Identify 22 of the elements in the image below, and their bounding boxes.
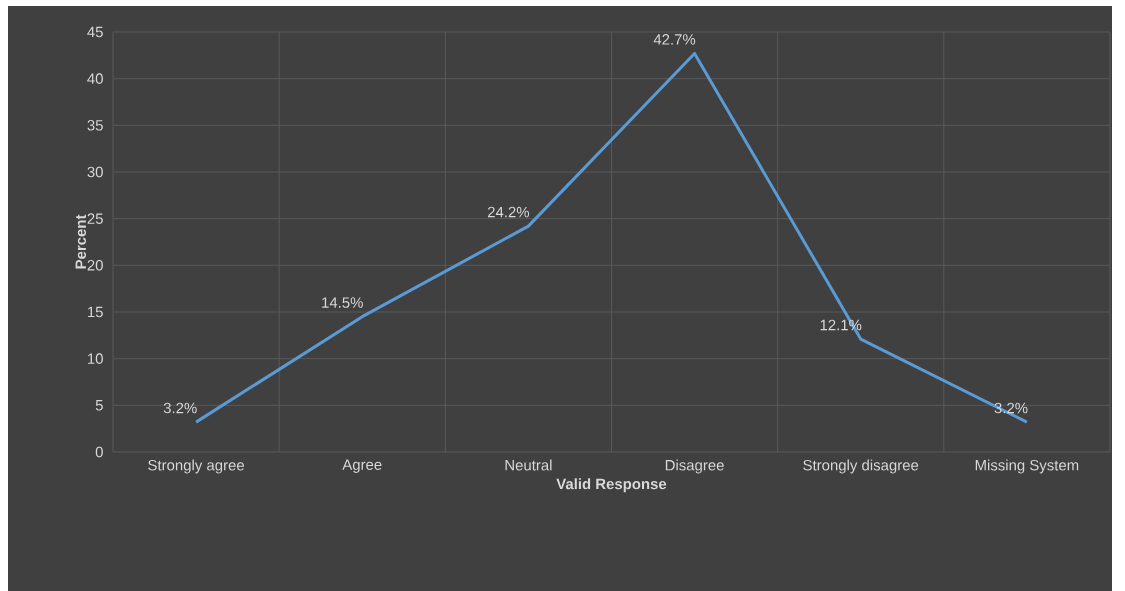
y-tick-label: 40 [87, 73, 103, 84]
x-tick-label: Strongly disagree [803, 459, 919, 474]
y-tick-label: 0 [95, 446, 103, 458]
y-tick-label: 20 [87, 260, 103, 271]
data-label: 3.2% [163, 402, 197, 414]
y-tick-label: 45 [87, 26, 103, 38]
data-label: 42.7% [653, 34, 696, 45]
x-tick-label: Strongly agree [148, 459, 244, 474]
data-label: 24.2% [487, 206, 530, 218]
y-tick-label: 5 [95, 400, 103, 411]
x-tick-label: Disagree [665, 459, 724, 474]
x-axis-title: Valid Response [556, 478, 667, 493]
y-tick-label: 15 [88, 306, 103, 318]
y-tick-label: 35 [87, 120, 103, 131]
y-tick-label: 10 [88, 353, 103, 364]
y-axis-title: Percent [75, 214, 87, 269]
x-tick-label: Missing System [975, 459, 1079, 474]
data-label: 14.5% [322, 297, 363, 308]
y-tick-label: 30 [87, 166, 103, 178]
y-tick-label: 25 [87, 213, 103, 224]
x-tick-label: Agree [342, 459, 382, 473]
x-tick-label: Neutral [505, 459, 552, 471]
